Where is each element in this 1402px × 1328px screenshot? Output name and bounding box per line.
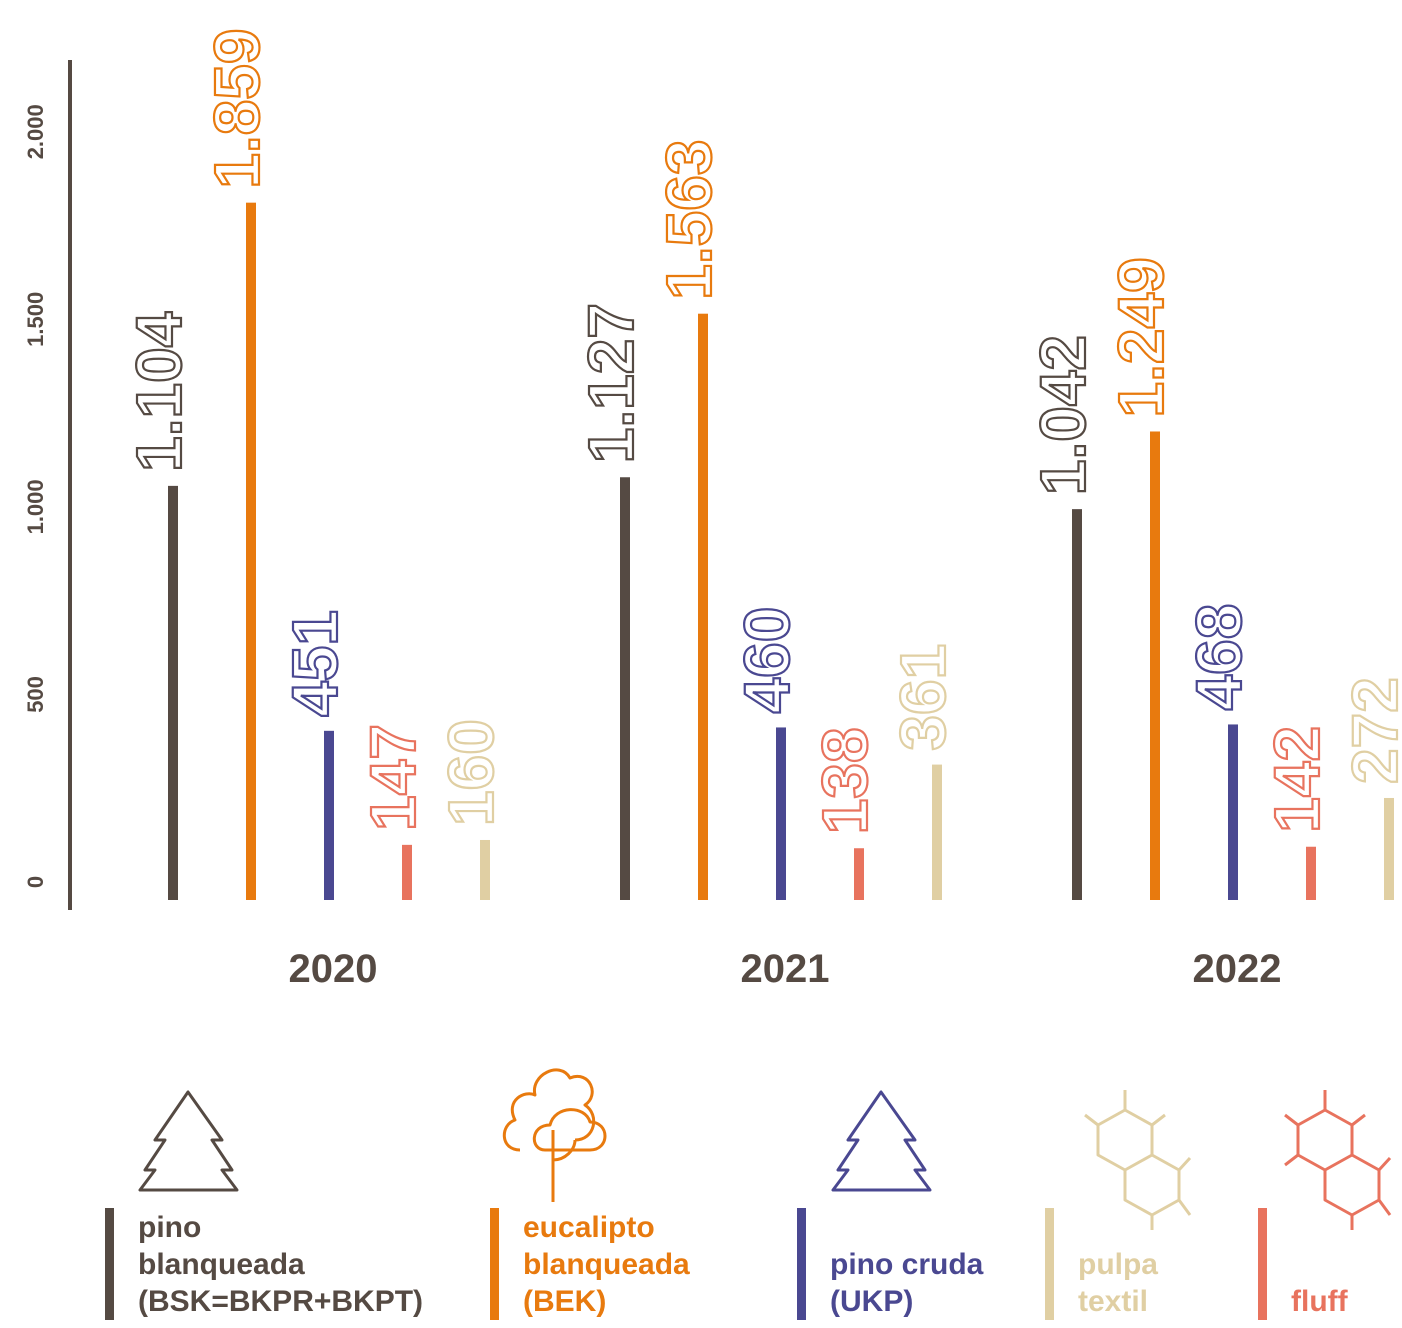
legend-swatch xyxy=(490,1208,499,1320)
value-label: 1.042 xyxy=(1027,335,1099,495)
value-label: 1.859 xyxy=(201,29,273,189)
icon-eucalyptus xyxy=(502,1068,607,1202)
icon-hexagons xyxy=(1084,1090,1192,1230)
legend-swatch xyxy=(1258,1208,1267,1320)
bar xyxy=(246,202,256,900)
bar xyxy=(1072,509,1082,900)
bar xyxy=(480,839,490,900)
legend-label: eucalipto blanqueada (BEK) xyxy=(523,1211,690,1318)
x-tick-label: 2020 xyxy=(289,947,378,991)
bar xyxy=(698,313,708,901)
legend-swatch xyxy=(1045,1208,1054,1320)
value-label: 1.127 xyxy=(575,303,647,463)
value-label: 142 xyxy=(1261,726,1333,833)
bar xyxy=(324,730,334,900)
bar xyxy=(1306,846,1316,900)
y-tick-label: 2.000 xyxy=(23,104,48,159)
bar xyxy=(854,848,864,900)
legend-item: eucalipto blanqueada (BEK) xyxy=(490,1205,713,1320)
value-label: 468 xyxy=(1183,604,1255,711)
legend-swatch xyxy=(105,1208,114,1320)
value-label: 1.249 xyxy=(1105,257,1177,417)
bar xyxy=(1228,724,1238,900)
legend-item: pino cruda (UKP) xyxy=(797,1205,1020,1320)
bar xyxy=(776,727,786,900)
x-tick-label: 2022 xyxy=(1193,947,1282,991)
value-label: 451 xyxy=(279,610,351,717)
y-tick-label: 0 xyxy=(23,876,48,888)
y-tick-label: 1.500 xyxy=(23,292,48,347)
legend-item: pino blanqueada (BSK=BKPR+BKPT) xyxy=(105,1205,424,1320)
value-label: 460 xyxy=(731,607,803,714)
legend-item: fluff xyxy=(1258,1205,1401,1320)
value-label: 1.563 xyxy=(653,140,725,300)
legend-item: pulpa textil xyxy=(1045,1205,1178,1320)
legend-label: pulpa textil xyxy=(1078,1248,1158,1318)
icon-pine xyxy=(138,1090,239,1192)
bar xyxy=(1384,797,1394,900)
legend-swatch xyxy=(797,1208,806,1320)
icon-pine xyxy=(831,1090,932,1192)
legend-label: pino blanqueada (BSK=BKPR+BKPT) xyxy=(138,1211,424,1318)
y-tick-label: 500 xyxy=(23,676,48,713)
bar xyxy=(168,485,178,900)
value-label: 147 xyxy=(357,724,429,831)
bar xyxy=(932,764,942,900)
bar xyxy=(1150,431,1160,900)
value-label: 361 xyxy=(887,644,959,751)
x-tick-label: 2021 xyxy=(741,947,830,991)
icon-hexagons xyxy=(1284,1090,1392,1230)
legend-label: fluff xyxy=(1291,1285,1348,1318)
value-label: 160 xyxy=(435,719,507,826)
bar xyxy=(402,844,412,900)
value-label: 138 xyxy=(809,727,881,834)
bar xyxy=(620,477,630,900)
value-label: 1.104 xyxy=(123,311,195,472)
y-tick-label: 1.000 xyxy=(23,479,48,534)
value-label: 272 xyxy=(1339,677,1402,784)
legend-label: pino cruda (UKP) xyxy=(830,1248,984,1318)
